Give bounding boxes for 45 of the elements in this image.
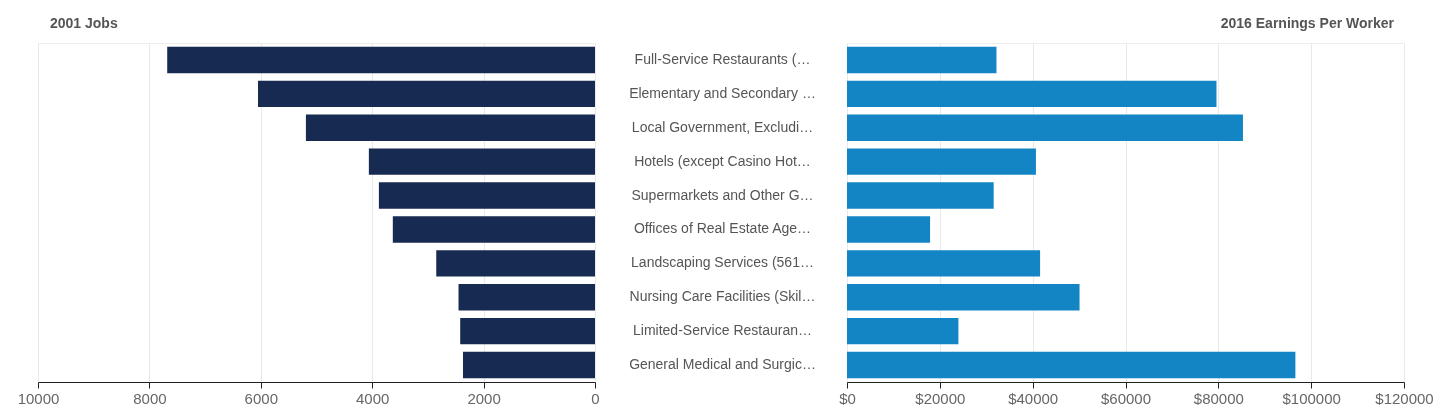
bar [847, 182, 994, 209]
chart-title: 2016 Earnings Per Worker [1220, 15, 1395, 31]
x-tick-label: $100000 [1282, 389, 1341, 407]
x-tick-label: 2000 [467, 389, 501, 407]
bar [847, 317, 959, 345]
y-tick-label: Elementary and Secondary … [629, 84, 816, 101]
bar [847, 148, 1036, 175]
y-tick-label: Landscaping Services (561… [631, 254, 814, 271]
bar [458, 284, 595, 311]
bar [847, 284, 1080, 311]
x-tick-label: 8000 [133, 389, 167, 407]
bar [847, 250, 1041, 277]
bar [847, 351, 1296, 379]
y-tick-label: Full-Service Restaurants (… [634, 50, 811, 67]
y-tick-label: Local Government, Excludi… [631, 118, 814, 135]
y-tick-label: Nursing Care Facilities (Skil… [629, 288, 816, 305]
x-tick-label: $80000 [1193, 389, 1244, 407]
bar [460, 317, 595, 345]
bar [368, 148, 595, 175]
bar [462, 351, 595, 379]
x-tick-label: $60000 [1100, 389, 1152, 407]
x-tick-label: $120000 [1375, 389, 1434, 407]
x-tick-label: 10000 [17, 389, 60, 407]
y-tick-label: Offices of Real Estate Age… [633, 220, 812, 237]
y-tick-label: Hotels (except Casino Hot… [634, 152, 811, 169]
bar [305, 114, 595, 141]
x-tick-label: $40000 [1008, 389, 1059, 407]
x-tick-label: $20000 [915, 389, 966, 407]
bar [258, 80, 595, 108]
bar [847, 216, 931, 243]
chart-title: 2001 Jobs [50, 15, 118, 31]
bar [392, 216, 595, 243]
bar [436, 250, 595, 277]
bar [847, 114, 1243, 141]
y-tick-label: General Medical and Surgic… [629, 356, 816, 373]
x-tick-label: 0 [591, 389, 600, 407]
bar [378, 182, 595, 209]
bar [847, 46, 997, 74]
x-tick-label: $0 [839, 389, 856, 407]
y-tick-label: Limited-Service Restauran… [633, 322, 812, 339]
y-tick-label: Supermarkets and Other G… [631, 186, 814, 203]
bar [167, 46, 595, 74]
x-tick-label: 4000 [356, 389, 390, 407]
x-tick-label: 6000 [244, 389, 278, 407]
bar [847, 80, 1217, 108]
